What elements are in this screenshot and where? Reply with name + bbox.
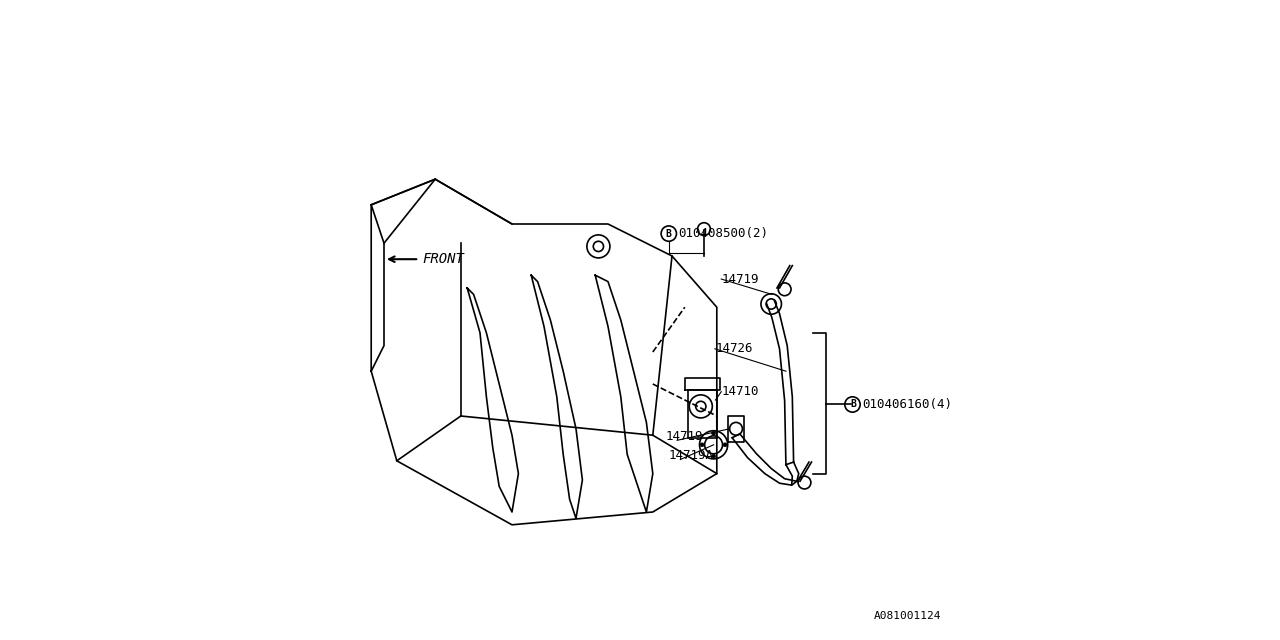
Text: B: B xyxy=(666,228,672,239)
Circle shape xyxy=(723,443,727,447)
Text: 14719A: 14719A xyxy=(668,449,714,462)
Circle shape xyxy=(712,431,716,435)
Text: 14719: 14719 xyxy=(722,273,759,285)
Circle shape xyxy=(700,443,704,447)
Text: 14726: 14726 xyxy=(716,342,753,355)
Text: FRONT: FRONT xyxy=(422,252,465,266)
Text: 010406160(4): 010406160(4) xyxy=(863,398,952,411)
Text: A081001124: A081001124 xyxy=(873,611,941,621)
Text: 010408500(2): 010408500(2) xyxy=(678,227,768,240)
Circle shape xyxy=(712,454,716,458)
Text: 14719: 14719 xyxy=(666,430,703,443)
Text: 14710: 14710 xyxy=(722,385,759,398)
Text: B: B xyxy=(850,399,856,410)
